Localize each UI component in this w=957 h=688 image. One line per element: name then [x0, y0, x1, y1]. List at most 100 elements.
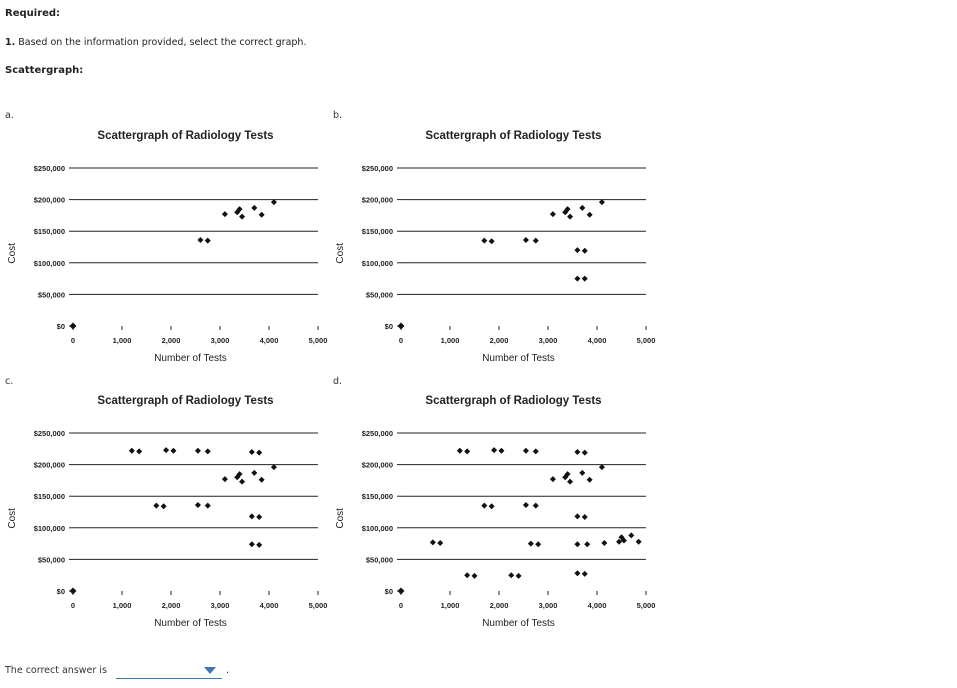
data-point	[635, 538, 642, 545]
y-tick-label: $150,000	[34, 227, 65, 236]
y-tick-label: $200,000	[362, 461, 393, 470]
data-point	[522, 237, 529, 244]
data-point	[194, 447, 201, 454]
y-tick-label: $0	[385, 587, 393, 596]
y-tick-label: $250,000	[362, 164, 393, 173]
y-tick-label: $100,000	[34, 259, 65, 268]
data-point	[471, 572, 478, 579]
question-number: 1.	[5, 37, 16, 48]
chevron-down-icon	[204, 667, 216, 674]
x-tick-label: 0	[399, 336, 403, 345]
x-axis-label: Number of Tests	[482, 353, 555, 364]
y-tick-label: $50,000	[38, 290, 65, 299]
data-point	[270, 464, 277, 471]
data-point	[256, 541, 263, 548]
x-tick-label: 4,000	[260, 601, 279, 610]
data-point	[270, 199, 277, 206]
data-point	[464, 448, 471, 455]
data-point	[204, 448, 211, 455]
data-point	[532, 237, 539, 244]
data-point	[574, 247, 581, 254]
data-point	[584, 541, 591, 548]
x-tick-label: 5,000	[637, 601, 656, 610]
x-tick-label: 2,000	[490, 336, 509, 345]
data-point	[488, 238, 495, 245]
data-point	[464, 572, 471, 579]
data-point	[581, 247, 588, 254]
data-point	[204, 237, 211, 244]
data-point	[488, 503, 495, 510]
data-point	[248, 448, 255, 455]
data-point	[549, 476, 556, 483]
y-tick-label: $0	[57, 587, 65, 596]
data-point	[197, 237, 204, 244]
x-tick-label: 2,000	[162, 336, 181, 345]
x-tick-label: 5,000	[637, 336, 656, 345]
y-axis-label: Cost	[7, 243, 18, 264]
y-tick-label: $150,000	[362, 227, 393, 236]
y-tick-label: $150,000	[34, 492, 65, 501]
data-point	[586, 211, 593, 218]
data-point	[248, 513, 255, 520]
data-point	[437, 539, 444, 546]
data-point	[236, 206, 243, 213]
data-point	[562, 209, 569, 216]
x-axis-label: Number of Tests	[482, 618, 555, 629]
x-tick-label: 3,000	[211, 601, 230, 610]
answer-prompt: The correct answer is	[5, 665, 107, 676]
y-axis-label: Cost	[7, 508, 18, 529]
y-tick-label: $50,000	[38, 555, 65, 564]
scattergraph-c: Scattergraph of Radiology Tests $0 $50,000…	[7, 395, 327, 629]
question-text: Based on the information provided, selec…	[18, 37, 307, 48]
scattergraph-b: Scattergraph of Radiology Tests $0 $50,000…	[335, 130, 656, 364]
data-point	[574, 570, 581, 577]
y-tick-label: $100,000	[362, 524, 393, 533]
data-point	[522, 502, 529, 509]
data-point	[498, 447, 505, 454]
data-point	[234, 474, 241, 481]
option-label-a: a.	[5, 110, 14, 121]
data-point	[194, 502, 201, 509]
x-tick-label: 1,000	[113, 336, 132, 345]
data-point	[234, 209, 241, 216]
origin-point	[397, 322, 405, 330]
y-tick-label: $250,000	[362, 429, 393, 438]
y-tick-label: $100,000	[362, 259, 393, 268]
chart-title: Scattergraph of Radiology Tests	[425, 130, 601, 142]
data-point	[586, 476, 593, 483]
y-axis-label: Cost	[335, 243, 346, 264]
origin-point	[69, 587, 77, 595]
data-point	[256, 449, 263, 456]
data-point	[456, 447, 463, 454]
data-point	[567, 213, 574, 220]
answer-dropdown[interactable]	[116, 664, 222, 679]
origin-point	[397, 587, 405, 595]
data-point	[239, 213, 246, 220]
data-point	[251, 469, 258, 476]
data-point	[581, 449, 588, 456]
data-point	[221, 211, 228, 218]
section-label: Scattergraph:	[5, 65, 84, 76]
data-point	[601, 539, 608, 546]
data-point	[508, 572, 515, 579]
x-tick-label: 5,000	[309, 336, 328, 345]
x-tick-label: 1,000	[441, 336, 460, 345]
option-label-d: d.	[333, 376, 343, 387]
data-point	[618, 534, 625, 541]
data-point	[429, 539, 436, 546]
y-tick-label: $0	[57, 322, 65, 331]
data-point	[221, 476, 228, 483]
chart-title: Scattergraph of Radiology Tests	[97, 395, 273, 407]
data-point	[628, 532, 635, 539]
x-tick-label: 4,000	[260, 336, 279, 345]
x-axis-label: Number of Tests	[154, 353, 227, 364]
data-point	[258, 211, 265, 218]
data-point	[170, 447, 177, 454]
data-point	[515, 572, 522, 579]
data-point	[128, 447, 135, 454]
y-tick-label: $0	[385, 322, 393, 331]
x-tick-label: 4,000	[588, 601, 607, 610]
data-point	[535, 541, 542, 548]
y-tick-label: $100,000	[34, 524, 65, 533]
data-point	[574, 541, 581, 548]
